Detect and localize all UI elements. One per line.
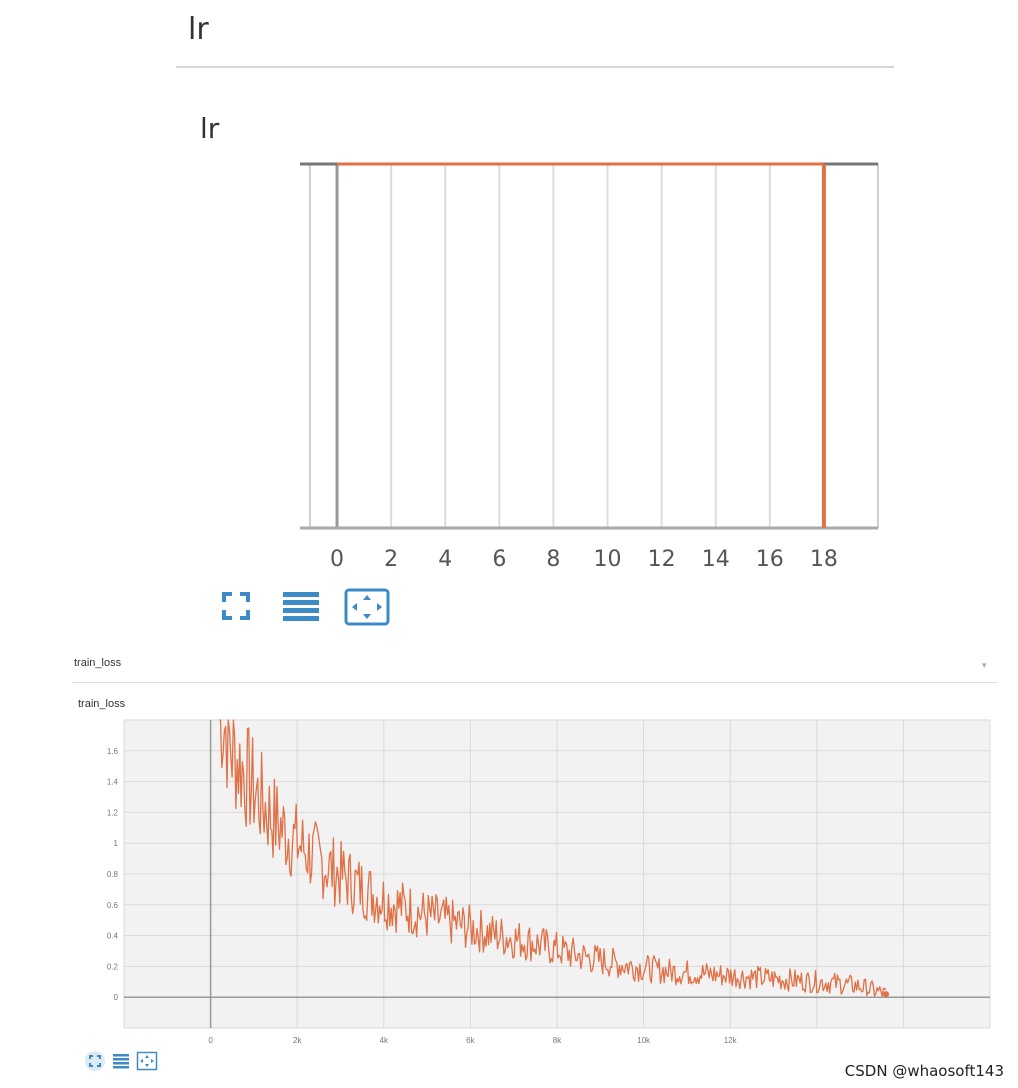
- x-tick-label: 16: [756, 547, 784, 572]
- x-tick-label: 12k: [724, 1036, 738, 1045]
- x-tick-label: 12: [648, 547, 676, 572]
- x-tick-label: 2: [384, 547, 398, 572]
- x-tick-label: 0: [208, 1036, 213, 1045]
- lr-axes: [300, 162, 878, 530]
- y-tick-label: 1.2: [107, 808, 119, 817]
- x-tick-label: 10: [594, 547, 622, 572]
- y-tick-label: 1.6: [107, 747, 119, 756]
- y-tick-label: 0: [114, 993, 119, 1002]
- lr-gridlines: [309, 164, 879, 528]
- section-header-title[interactable]: lr: [188, 12, 209, 47]
- train-loss-series-line: [219, 719, 887, 998]
- x-tick-label: 14: [702, 547, 730, 572]
- lr-series: [337, 162, 826, 528]
- x-tick-label: 0: [330, 547, 344, 572]
- collapse-icon[interactable]: ▾: [982, 660, 987, 670]
- x-tick-label: 10k: [637, 1036, 651, 1045]
- y-tick-label: 0.6: [107, 901, 119, 910]
- section-divider: [176, 66, 894, 68]
- watermark: CSDN @whaosoft143: [844, 1062, 1004, 1080]
- y-tick-label: 0.2: [107, 962, 119, 971]
- x-tick-label: 8: [546, 547, 560, 572]
- x-tick-label: 6: [492, 547, 506, 572]
- train-loss-last-point: [883, 991, 890, 998]
- fit-domain-icon[interactable]: [344, 588, 390, 626]
- train-loss-tick-labels: 0 0.2 0.4 0.6 0.8 1 1.2 1.4 1.6 0 2k 4k 6k 8k 10k 12k: [107, 747, 738, 1045]
- expand-icon[interactable]: [84, 1050, 106, 1072]
- x-tick-label: 4: [438, 547, 452, 572]
- section-divider: [72, 682, 998, 683]
- x-tick-label: 6k: [466, 1036, 475, 1045]
- expand-icon[interactable]: [218, 588, 254, 624]
- x-tick-label: 2k: [293, 1036, 302, 1045]
- x-tick-label: 8k: [553, 1036, 562, 1045]
- train-loss-axes: [124, 720, 990, 1028]
- lr-chart[interactable]: 0 2 4 6 8 10 12 14 16 18: [290, 150, 890, 580]
- y-tick-label: 0.4: [107, 932, 119, 941]
- section-header-title[interactable]: train_loss: [74, 657, 122, 669]
- y-tick-label: 1.4: [107, 778, 119, 787]
- train-loss-chart[interactable]: 0 0.2 0.4 0.6 0.8 1 1.2 1.4 1.6 0 2k 4k 6k 8k 10k 12k: [72, 716, 1002, 1056]
- x-tick-label: 4k: [380, 1036, 389, 1045]
- y-tick-label: 0.8: [107, 870, 119, 879]
- lr-tick-labels: 0 2 4 6 8 10 12 14 16 18: [330, 547, 838, 572]
- train-loss-series: [219, 719, 890, 998]
- fit-domain-icon[interactable]: [136, 1051, 158, 1071]
- chart-card-title: lr: [200, 112, 220, 145]
- y-tick-label: 1: [114, 839, 119, 848]
- data-table-icon[interactable]: [280, 588, 322, 624]
- data-table-icon[interactable]: [112, 1052, 130, 1070]
- chart-card-title: train_loss: [78, 698, 126, 710]
- x-tick-label: 18: [810, 547, 838, 572]
